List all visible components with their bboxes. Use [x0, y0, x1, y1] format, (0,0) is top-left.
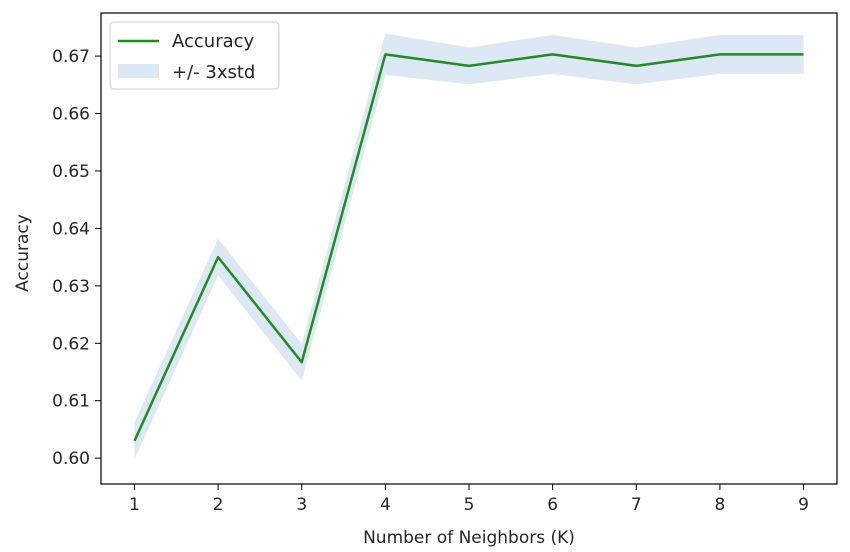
- y-tick-label: 0.66: [52, 105, 90, 125]
- y-tick-label: 0.64: [52, 219, 90, 239]
- y-tick-label: 0.63: [52, 277, 90, 297]
- x-axis-title: Number of Neighbors (K): [363, 528, 575, 548]
- legend-band-swatch: [118, 64, 159, 78]
- x-tick-label: 6: [547, 495, 558, 515]
- std-band: [134, 33, 804, 460]
- x-tick-label: 2: [213, 495, 224, 515]
- y-tick-label: 0.67: [52, 47, 90, 67]
- y-tick-label: 0.61: [52, 392, 90, 412]
- x-axis-ticks: 1 2 3 4 5 6 7 8 9: [129, 484, 809, 515]
- x-tick-label: 1: [129, 495, 140, 515]
- y-axis-ticks: 0.60 0.61 0.62 0.63 0.64 0.65 0.66 0.67: [52, 47, 101, 469]
- x-tick-label: 9: [798, 495, 809, 515]
- y-tick-label: 0.62: [52, 334, 90, 354]
- x-tick-label: 3: [296, 495, 307, 515]
- y-tick-label: 0.60: [52, 449, 90, 469]
- legend-band-label: +/- 3xstd: [172, 62, 255, 83]
- x-tick-label: 4: [380, 495, 391, 515]
- legend: Accuracy +/- 3xstd: [109, 21, 280, 90]
- x-tick-label: 5: [464, 495, 475, 515]
- y-axis-title: Accuracy: [13, 214, 33, 292]
- y-tick-label: 0.65: [52, 162, 90, 182]
- legend-accuracy-label: Accuracy: [172, 31, 255, 52]
- x-tick-label: 7: [631, 495, 642, 515]
- std-band-layer: [134, 33, 804, 460]
- accuracy-line-layer: [133, 53, 804, 442]
- x-tick-label: 8: [714, 495, 725, 515]
